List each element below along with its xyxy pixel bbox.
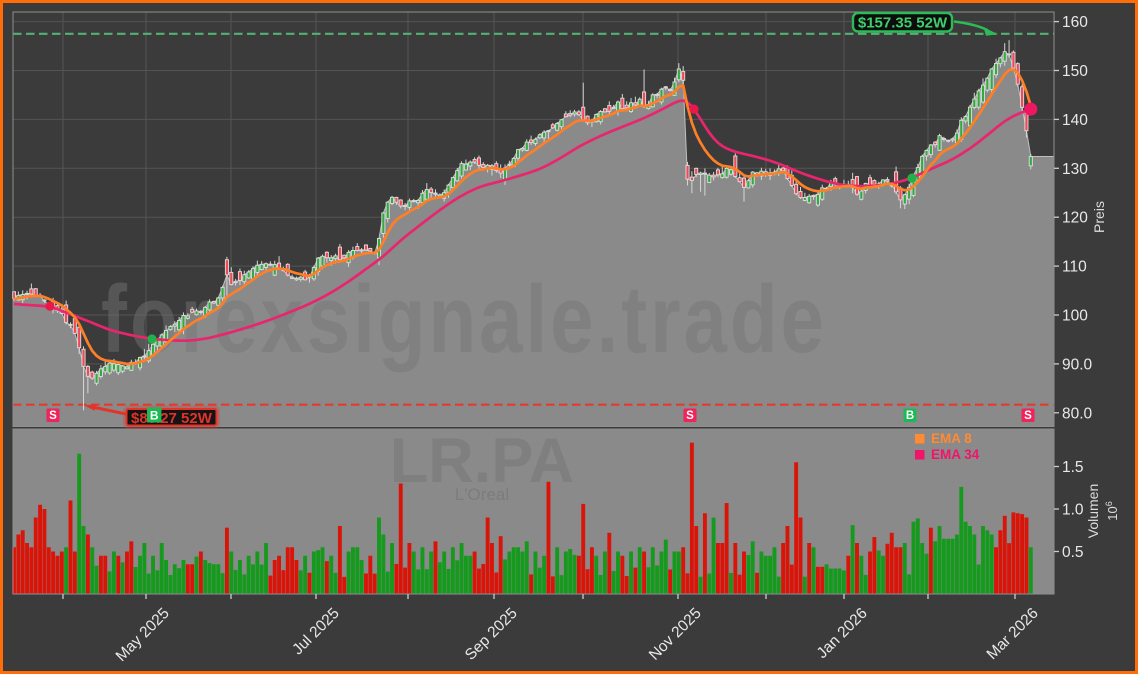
svg-text:120: 120 [1062,210,1088,227]
svg-text:forexsignale.trade: forexsignale.trade [101,267,827,373]
svg-text:0.5: 0.5 [1062,544,1084,561]
svg-text:1.0: 1.0 [1062,502,1084,519]
svg-text:B: B [906,410,914,422]
svg-text:80.0: 80.0 [1062,405,1093,422]
svg-text:EMA 8: EMA 8 [931,431,972,446]
svg-text:LR.PA: LR.PA [390,426,574,496]
svg-text:1.5: 1.5 [1062,459,1084,476]
svg-text:EMA 34: EMA 34 [931,447,980,462]
svg-text:140: 140 [1062,112,1088,129]
svg-text:S: S [686,410,694,422]
svg-text:Preis: Preis [1091,201,1107,233]
svg-text:150: 150 [1062,63,1088,80]
svg-text:90.0: 90.0 [1062,356,1093,373]
svg-text:110: 110 [1062,259,1087,276]
svg-text:Volumen: Volumen [1085,484,1101,538]
svg-text:130: 130 [1062,161,1088,178]
svg-text:$80.27 52W: $80.27 52W [131,410,213,427]
svg-text:$157.35 52W: $157.35 52W [858,15,948,32]
svg-text:S: S [49,410,57,422]
svg-text:100: 100 [1062,308,1088,325]
svg-text:L'Oreal: L'Oreal [455,485,509,504]
svg-text:160: 160 [1062,14,1088,31]
svg-text:B: B [150,409,159,423]
svg-text:S: S [1024,410,1032,422]
